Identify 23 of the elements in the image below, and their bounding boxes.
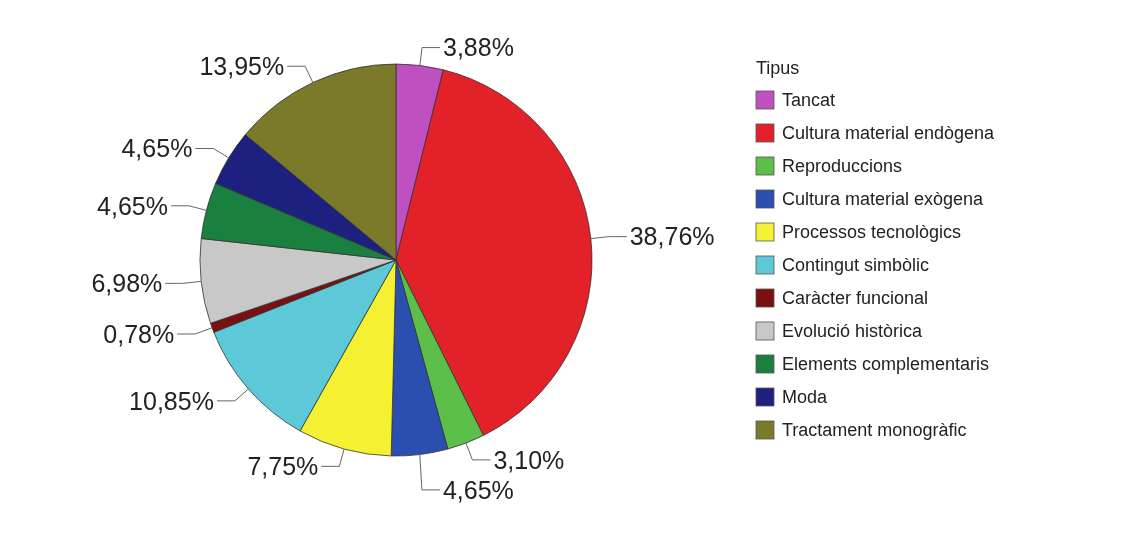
legend-label: Cultura material exògena [782,189,985,210]
data-label: 13,95% [199,51,285,80]
legend-label: Evolució històrica [782,321,924,342]
legend-label: Elements complementaris [782,354,990,375]
data-label: 3,88% [443,33,514,62]
legend-label: Tractament monogràfic [782,420,967,441]
legend-label: Moda [782,387,829,408]
legend-label: Processos tecnològics [782,222,962,243]
legend-label: Reproduccions [782,156,903,177]
data-label: 4,65% [121,134,193,163]
data-label: 6,98% [91,269,163,298]
data-label: 0,78% [103,319,175,348]
data-label: 10,85% [129,386,214,415]
legend-label: Cultura material endògena [782,123,996,144]
data-label: 4,65% [97,191,168,220]
legend-title: Tipus [756,58,800,79]
data-label: 7,75% [247,452,319,481]
legend-label: Tancat [782,90,836,111]
data-label: 3,10% [493,445,565,474]
legend-label: Caràcter funcional [782,288,929,309]
data-label: 4,65% [442,475,514,504]
legend-label: Contingut simbòlic [782,255,930,276]
data-label: 38,76% [629,222,715,251]
